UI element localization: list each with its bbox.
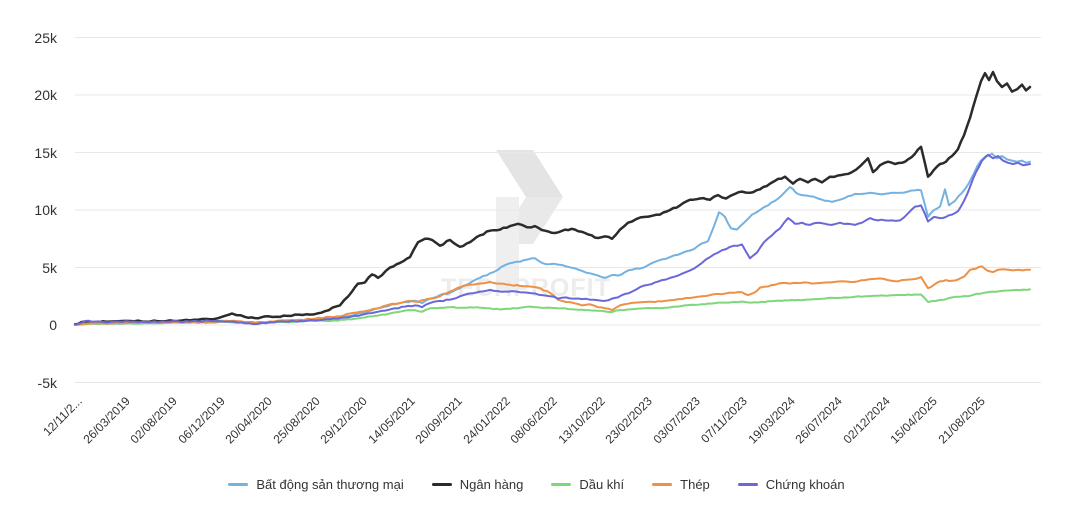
legend-item[interactable]: Thép (652, 477, 710, 492)
series-line-2 (73, 70, 1032, 326)
legend-item[interactable]: Dầu khí (551, 477, 624, 492)
legend-swatch (652, 483, 673, 486)
legend-item[interactable]: Chứng khoán (737, 477, 845, 492)
y-axis-label: 10k (34, 202, 57, 218)
y-axis-label: 20k (34, 87, 57, 103)
legend-swatch (737, 483, 758, 486)
legend-swatch (431, 483, 452, 486)
y-axis-label: 0 (49, 317, 57, 333)
legend: Bất động sản thương mại Ngân hàng Dầu khí T… (0, 477, 1073, 492)
legend-item[interactable]: Bất động sản thương mại (228, 477, 404, 492)
legend-label: Chứng khoán (765, 477, 845, 492)
y-axis-label: -5k (37, 374, 57, 391)
legend-label: Bất động sản thương mại (256, 477, 404, 492)
series-line-5 (74, 153, 1031, 326)
watermark-text: TECHPROFIT (441, 274, 611, 302)
legend-label: Ngân hàng (459, 477, 524, 492)
series-line-1 (74, 152, 1031, 326)
y-axis-label: 25k (34, 29, 57, 46)
legend-label: Thép (680, 477, 710, 492)
y-axis-label: 15k (34, 144, 57, 161)
series-lines (73, 70, 1032, 326)
legend-swatch (551, 483, 572, 486)
legend-item[interactable]: Ngân hàng (431, 477, 524, 492)
legend-swatch (228, 483, 249, 486)
y-axis-label: 5k (42, 259, 57, 276)
legend-label: Dầu khí (579, 477, 625, 492)
gridlines (75, 37, 1041, 383)
